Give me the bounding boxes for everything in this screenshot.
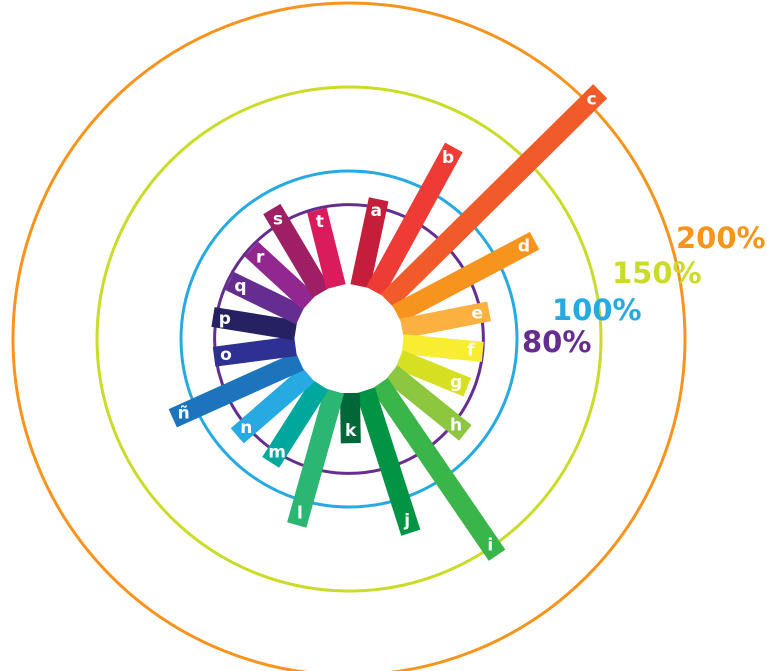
- bar-g: [395, 350, 471, 397]
- ring-labels: 80%100%150%200%: [522, 221, 766, 359]
- bar-a: [350, 197, 389, 289]
- bars: [168, 84, 608, 561]
- bar-label-g: g: [450, 373, 462, 393]
- bar-e: [400, 301, 492, 339]
- bar-label-m: m: [268, 442, 286, 462]
- bar-rect-d: [392, 231, 540, 323]
- bar-rect-m: [262, 379, 329, 468]
- bar-m: [262, 379, 329, 468]
- bar-rect-n: [230, 366, 315, 444]
- bar-label-n: n: [240, 418, 252, 438]
- bar-rect-c: [380, 84, 608, 309]
- bar-label-r: r: [256, 247, 265, 267]
- bar-rect-p: [211, 307, 298, 341]
- bar-l: [287, 388, 345, 528]
- bar-label-c: c: [587, 90, 597, 110]
- bar-label-l: l: [297, 503, 303, 523]
- bar-rect-e: [400, 301, 492, 339]
- bar-label-a: a: [370, 201, 381, 221]
- bar-j: [355, 387, 421, 536]
- bar-p: [211, 307, 298, 341]
- ring-100-pct: [179, 169, 519, 509]
- bar-b: [366, 142, 463, 297]
- bar-rect-ñ: [168, 352, 304, 428]
- bar-q: [225, 272, 305, 325]
- bar-label-q: q: [234, 276, 246, 296]
- bar-rect-r: [244, 241, 317, 310]
- bar-rect-b: [366, 142, 463, 297]
- ring-label-80-pct: 80%: [522, 325, 591, 359]
- bar-rect-j: [355, 387, 421, 536]
- bar-i: [371, 377, 506, 561]
- bar-d: [392, 231, 540, 323]
- bar-k: [339, 392, 361, 444]
- bar-r: [244, 241, 317, 310]
- bar-rect-s: [263, 203, 331, 298]
- bar-label-ñ: ñ: [178, 403, 190, 423]
- reference-rings: [11, 1, 687, 671]
- bar-label-h: h: [450, 415, 462, 435]
- bar-label-j: j: [403, 511, 410, 531]
- bar-label-i: i: [487, 535, 493, 555]
- bar-ñ: [168, 352, 304, 428]
- bar-rect-l: [287, 388, 345, 528]
- bar-label-d: d: [518, 236, 530, 256]
- bar-label-s: s: [273, 209, 283, 229]
- bar-label-o: o: [220, 345, 232, 365]
- bar-label-f: f: [467, 341, 475, 361]
- bar-rect-h: [384, 365, 472, 441]
- bar-rect-t: [307, 207, 346, 290]
- bar-n: [230, 366, 315, 444]
- bar-rect-o: [212, 336, 297, 367]
- ring-80-pct: [213, 203, 485, 475]
- bar-label-b: b: [442, 148, 454, 168]
- bar-rect-k: [339, 392, 361, 444]
- ring-200-pct: [11, 1, 687, 671]
- bar-label-e: e: [472, 304, 484, 324]
- ring-150-pct: [95, 85, 603, 593]
- bar-f: [401, 334, 484, 362]
- bar-s: [263, 203, 331, 298]
- ring-label-100-pct: 100%: [552, 293, 642, 327]
- bar-rect-q: [225, 272, 305, 325]
- bar-label-k: k: [345, 421, 357, 441]
- bar-rect-f: [401, 334, 484, 362]
- bar-t: [307, 207, 346, 290]
- bar-c: [380, 84, 608, 309]
- bar-label-t: t: [316, 212, 324, 232]
- bar-rect-a: [350, 197, 389, 289]
- bar-h: [384, 365, 472, 441]
- ring-label-150-pct: 150%: [612, 256, 702, 290]
- bar-label-p: p: [219, 309, 231, 329]
- ring-label-200-pct: 200%: [676, 221, 766, 255]
- bar-rect-g: [395, 350, 471, 397]
- bar-o: [212, 336, 297, 367]
- bar-rect-i: [371, 377, 506, 561]
